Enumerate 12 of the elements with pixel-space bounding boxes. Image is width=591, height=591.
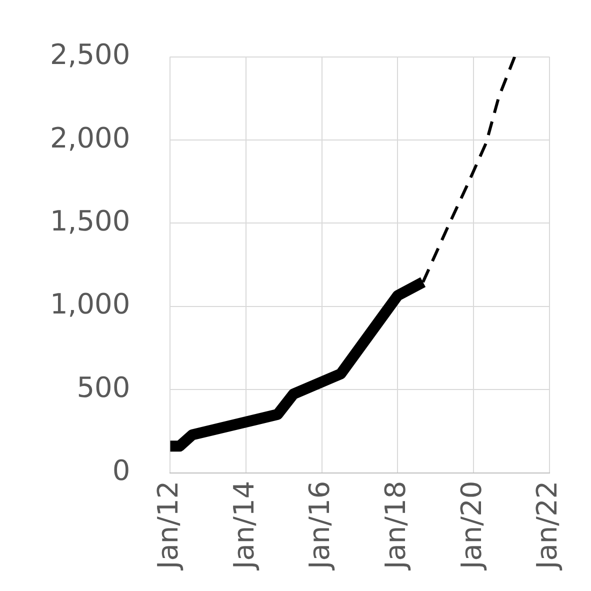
y-tick-label: 1,500 (50, 204, 130, 238)
y-tick-label: 500 (76, 370, 130, 404)
x-tick-label: Jan/18 (378, 480, 412, 572)
y-tick-label: 2,000 (50, 121, 130, 154)
x-tick-label: Jan/20 (454, 480, 488, 572)
y-tick-label: 1,000 (50, 288, 130, 321)
y-tick-label: 2,500 (50, 38, 130, 72)
x-tick-label: Jan/14 (227, 480, 260, 572)
y-tick-label: 0 (112, 454, 130, 488)
x-tick-label: Jan/12 (151, 480, 184, 572)
x-tick-label: Jan/16 (303, 480, 336, 572)
x-tick-label: Jan/22 (530, 480, 564, 572)
